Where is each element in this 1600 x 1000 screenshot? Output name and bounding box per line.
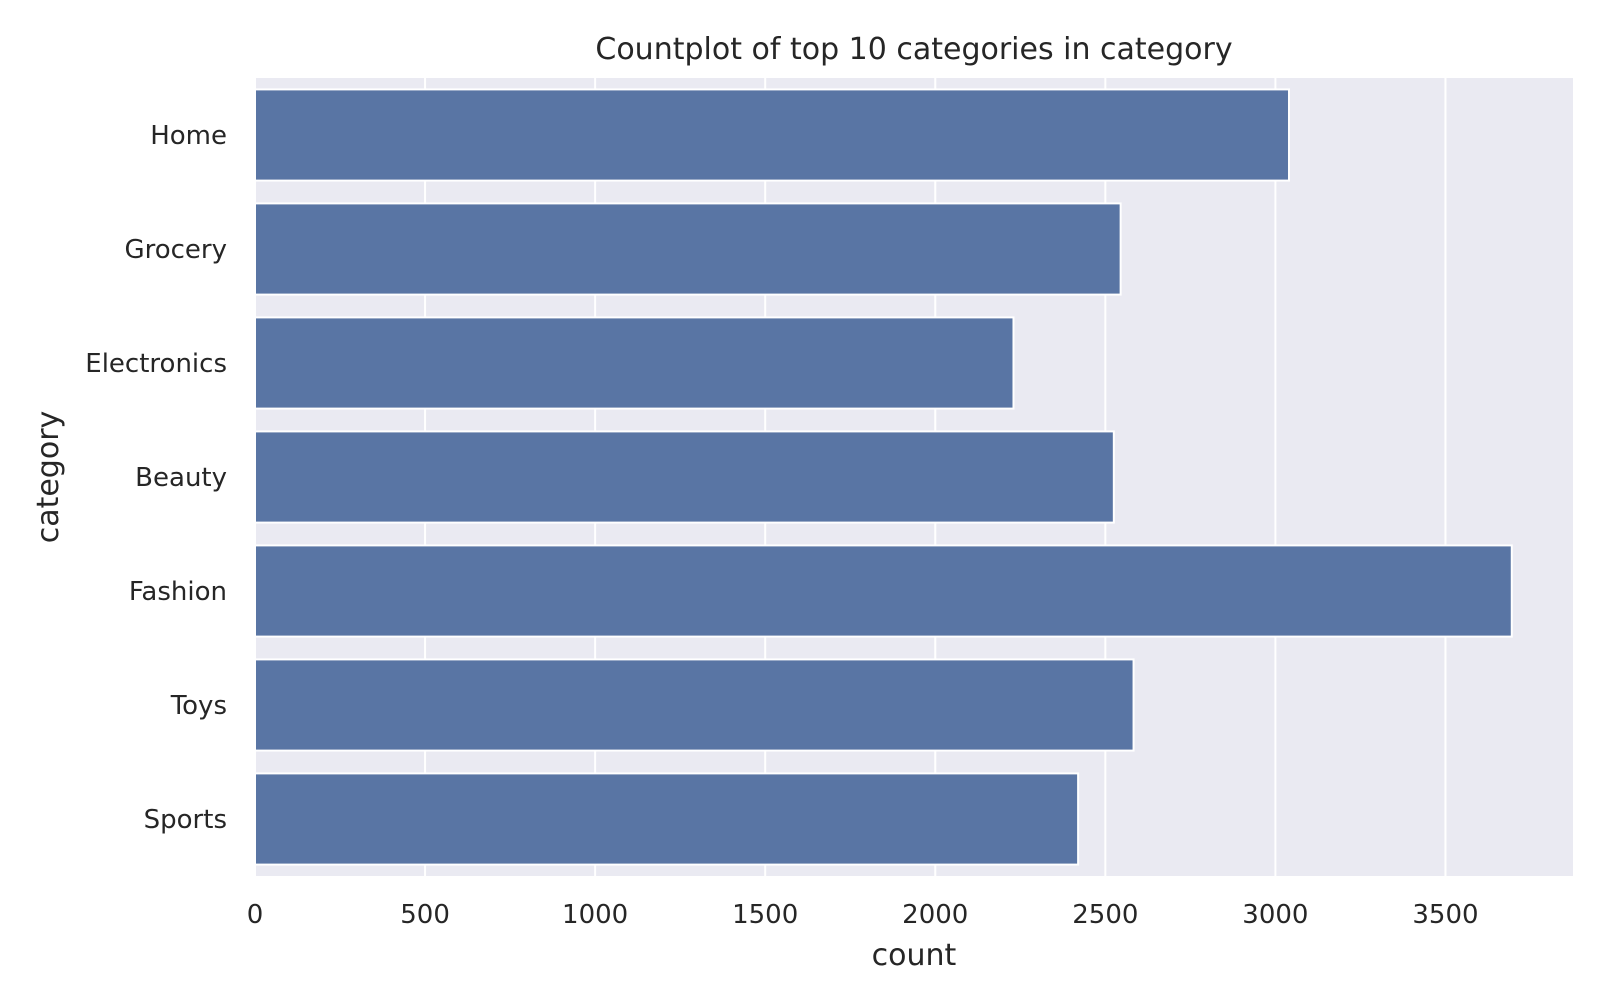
bar-home bbox=[254, 88, 1290, 182]
bar-grocery bbox=[254, 202, 1122, 296]
x-tick-label: 2500 bbox=[1072, 900, 1138, 930]
x-tick-label: 2000 bbox=[902, 900, 968, 930]
y-tick-label: Home bbox=[150, 121, 227, 151]
y-tick-label: Electronics bbox=[85, 349, 227, 379]
bars bbox=[254, 88, 1513, 866]
y-axis-label: category bbox=[31, 411, 66, 544]
x-tick-labels: 0 500 1000 1500 2000 2500 3000 3500 bbox=[247, 900, 1479, 930]
chart-title: Countplot of top 10 categories in catego… bbox=[595, 32, 1232, 67]
y-tick-label: Toys bbox=[170, 691, 227, 721]
x-tick-label: 1000 bbox=[562, 900, 628, 930]
x-tick-label: 3000 bbox=[1242, 900, 1308, 930]
bar-fashion bbox=[254, 544, 1513, 638]
x-tick-label: 500 bbox=[400, 900, 450, 930]
y-tick-label: Beauty bbox=[135, 463, 227, 493]
y-tick-label: Grocery bbox=[124, 235, 227, 265]
bar-electronics bbox=[254, 316, 1015, 410]
x-tick-label: 1500 bbox=[732, 900, 798, 930]
y-tick-labels: Home Grocery Electronics Beauty Fashion Toys S… bbox=[85, 121, 227, 835]
y-tick-label: Fashion bbox=[129, 577, 227, 607]
x-axis-label: count bbox=[872, 938, 957, 973]
bar-sports bbox=[254, 772, 1080, 866]
bar-toys bbox=[254, 658, 1135, 752]
bar-beauty bbox=[254, 430, 1115, 524]
y-tick-label: Sports bbox=[144, 805, 227, 835]
x-tick-label: 0 bbox=[247, 900, 264, 930]
x-tick-label: 3500 bbox=[1412, 900, 1478, 930]
